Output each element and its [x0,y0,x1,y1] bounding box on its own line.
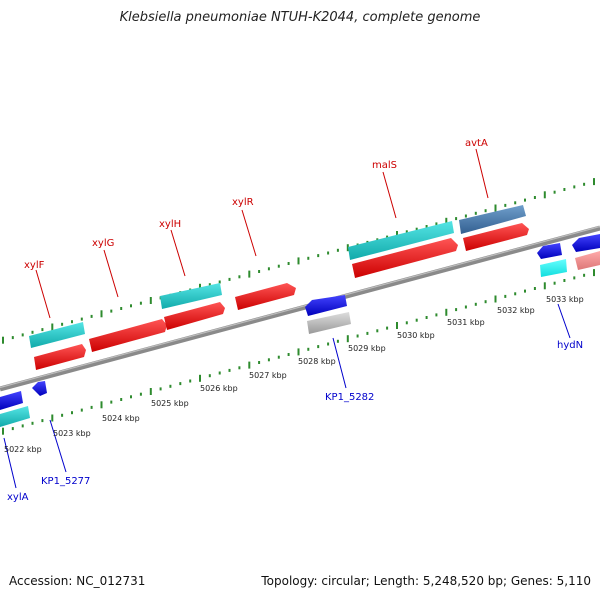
leader-KP1_5277 [49,419,67,473]
gene-xylH[interactable] [164,302,225,330]
gene-label-xylA[interactable]: xylA [7,492,29,503]
leader-hydN [557,303,571,339]
gene-labels: xylF xylG xylH xylR malS avtA xylA KP1_5… [7,138,583,503]
reverse-tick-row [2,269,595,435]
gene-xylG[interactable] [89,319,167,352]
gene-label-xylG[interactable]: xylG [92,238,114,249]
scale-label: 5033 kbp [546,295,584,304]
scale-label: 5023 kbp [53,429,91,438]
scale-label: 5032 kbp [497,306,535,315]
gene-label-malS[interactable]: malS [372,160,397,171]
gene-KP1_5277[interactable] [32,381,47,396]
leader-KP1_5282 [332,337,347,389]
gene-KP1_5282[interactable] [305,295,347,316]
leader-avtA [475,148,489,199]
gene-edge-pink[interactable] [575,251,600,270]
gene-hydN-blue[interactable] [537,243,562,259]
scale-label: 5024 kbp [102,414,140,423]
gene-avtA[interactable] [463,223,529,251]
scale-label: 5025 kbp [151,399,189,408]
leader-xylH [170,229,186,277]
forward-tick-row [2,178,595,344]
leader-xylG [103,249,119,298]
gene-xylH-cyan[interactable] [160,283,222,309]
gene-hydN-aqua[interactable] [540,259,567,277]
label-leaders [3,148,571,489]
gene-label-xylR[interactable]: xylR [232,197,254,208]
scale-labels: 5022 kbp 5023 kbp 5024 kbp 5025 kbp 5026… [4,295,584,454]
gene-avtA-steel[interactable] [459,205,526,234]
gene-malS-cyan[interactable] [348,221,454,260]
scale-label: 5022 kbp [4,445,42,454]
leader-malS [382,171,397,219]
gene-label-avtA[interactable]: avtA [465,138,488,149]
scale-label: 5026 kbp [200,384,238,393]
genome-summary-text: Topology: circular; Length: 5,248,520 bp… [261,574,591,588]
gene-label-xylF[interactable]: xylF [24,260,45,271]
reverse-strand-genes [0,234,600,427]
gene-label-KP1_5277[interactable]: KP1_5277 [41,476,90,487]
map-title: Klebsiella pneumoniae NTUH-K2044, comple… [119,10,481,25]
scale-label: 5030 kbp [397,331,435,340]
gene-xylR[interactable] [235,283,296,310]
scale-label: 5028 kbp [298,357,336,366]
leader-xylF [35,269,51,319]
forward-strand-genes [29,205,529,370]
gene-edge-blue[interactable] [572,234,600,252]
gene-KP1_5282-grey[interactable] [307,312,351,334]
gene-xylA-blue[interactable] [0,391,23,410]
accession-text: Accession: NC_012731 [9,574,146,588]
leader-xylR [241,209,257,257]
backbone-highlight [0,225,600,389]
scale-label: 5031 kbp [447,318,485,327]
scale-label: 5027 kbp [249,371,287,380]
leader-xylA [3,437,17,489]
gene-label-xylH[interactable]: xylH [159,219,181,230]
gene-label-KP1_5282[interactable]: KP1_5282 [325,392,374,403]
gene-label-hydN[interactable]: hydN [557,340,583,351]
scale-label: 5029 kbp [348,344,386,353]
gene-xylF[interactable] [34,344,86,370]
genome-backbone [0,225,600,392]
gene-xylF-cyan[interactable] [29,322,85,348]
gene-xylA-cyan[interactable] [0,406,30,427]
gene-malS[interactable] [352,238,458,278]
